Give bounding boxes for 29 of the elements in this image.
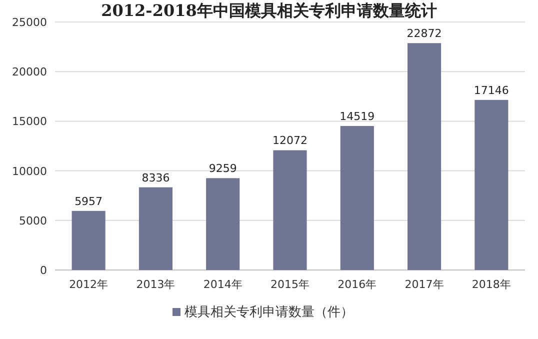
chart-title: 2012-2018年中国模具相关专利申请数量统计 [101,1,437,20]
data-label: 17146 [474,84,509,97]
y-tick-label: 20000 [12,66,47,79]
bar [206,178,240,270]
x-tick-label: 2015年 [270,278,310,291]
legend-label: 模具相关专利申请数量（件） [184,305,354,320]
y-tick-label: 5000 [19,214,47,228]
x-tick-label: 2018年 [472,278,511,291]
x-tick-label: 2016年 [338,278,377,291]
x-tick-label: 2014年 [203,278,242,291]
data-label: 12072 [272,134,308,148]
bar [273,150,307,270]
bar [138,187,172,270]
data-label: 5957 [74,194,103,208]
y-tick-label: 25000 [12,16,47,29]
data-label: 14519 [340,110,375,123]
x-tick-label: 2012年 [69,278,108,291]
bar [340,126,374,270]
bar [408,43,442,270]
x-tick-label: 2013年 [136,278,176,291]
bar [72,210,106,270]
y-tick-label: 0 [40,264,47,277]
y-tick-label: 15000 [12,115,47,128]
data-label: 8336 [142,171,170,184]
bar [474,100,508,270]
data-label: 9259 [208,162,237,176]
data-label: 22872 [406,27,442,40]
y-tick-label: 10000 [12,164,47,178]
x-tick-label: 2017年 [404,278,444,291]
